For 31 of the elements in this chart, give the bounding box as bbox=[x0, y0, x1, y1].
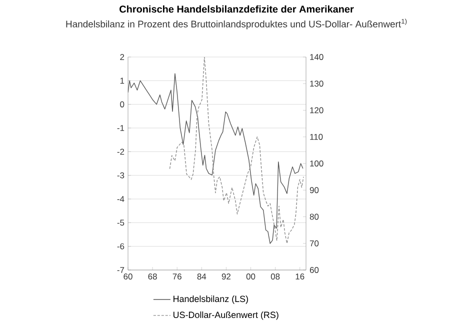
x-tick-label: 08 bbox=[270, 274, 280, 280]
x-tick-label: 16 bbox=[296, 274, 304, 280]
legend-label: US-Dollar-Außenwert (RS) bbox=[173, 311, 278, 320]
y2-tick-label: 140 bbox=[310, 54, 324, 60]
y-tick-label: -3 bbox=[117, 172, 124, 178]
y-tick-label: -1 bbox=[117, 125, 124, 131]
y-tick-label: 0 bbox=[120, 101, 124, 108]
x-tick-label: 00 bbox=[246, 274, 256, 280]
x-tick-label: 68 bbox=[148, 274, 157, 280]
y2-tick-label: 110 bbox=[310, 134, 323, 140]
y2-tick-label: 60 bbox=[310, 267, 319, 273]
x-tick-label: 84 bbox=[197, 274, 206, 280]
y-tick-label: -5 bbox=[117, 220, 124, 226]
chart-subtitle: Handelsbilanz in Prozent des Bruttoinlandsproduktes und US-Dollar- Außenwert$^{1)}$ bbox=[66, 18, 407, 30]
chart-title: Chronische Handelsbilanzdefizite der Amerikaner bbox=[120, 5, 354, 13]
legend-label: Handelsbilanz (LS) bbox=[174, 295, 248, 304]
x-tick-label: 60 bbox=[124, 274, 132, 280]
y2-tick-label: 80 bbox=[310, 214, 319, 220]
y2-tick-label: 100 bbox=[310, 160, 324, 166]
y-tick-label: -6 bbox=[117, 243, 124, 250]
y-tick-label: 2 bbox=[120, 54, 124, 60]
y2-tick-label: 70 bbox=[310, 240, 319, 246]
x-tick-label: 76 bbox=[172, 274, 182, 280]
y2-tick-label: 120 bbox=[310, 107, 324, 114]
x-tick-label: 92 bbox=[222, 274, 230, 280]
y-tick-label: -2 bbox=[117, 148, 124, 155]
y2-tick-label: 90 bbox=[310, 187, 319, 194]
y2-tick-label: 130 bbox=[310, 80, 324, 87]
y-tick-label: -4 bbox=[117, 196, 124, 202]
y-tick-label: -7 bbox=[117, 267, 124, 273]
y-tick-label: 1 bbox=[120, 78, 124, 84]
